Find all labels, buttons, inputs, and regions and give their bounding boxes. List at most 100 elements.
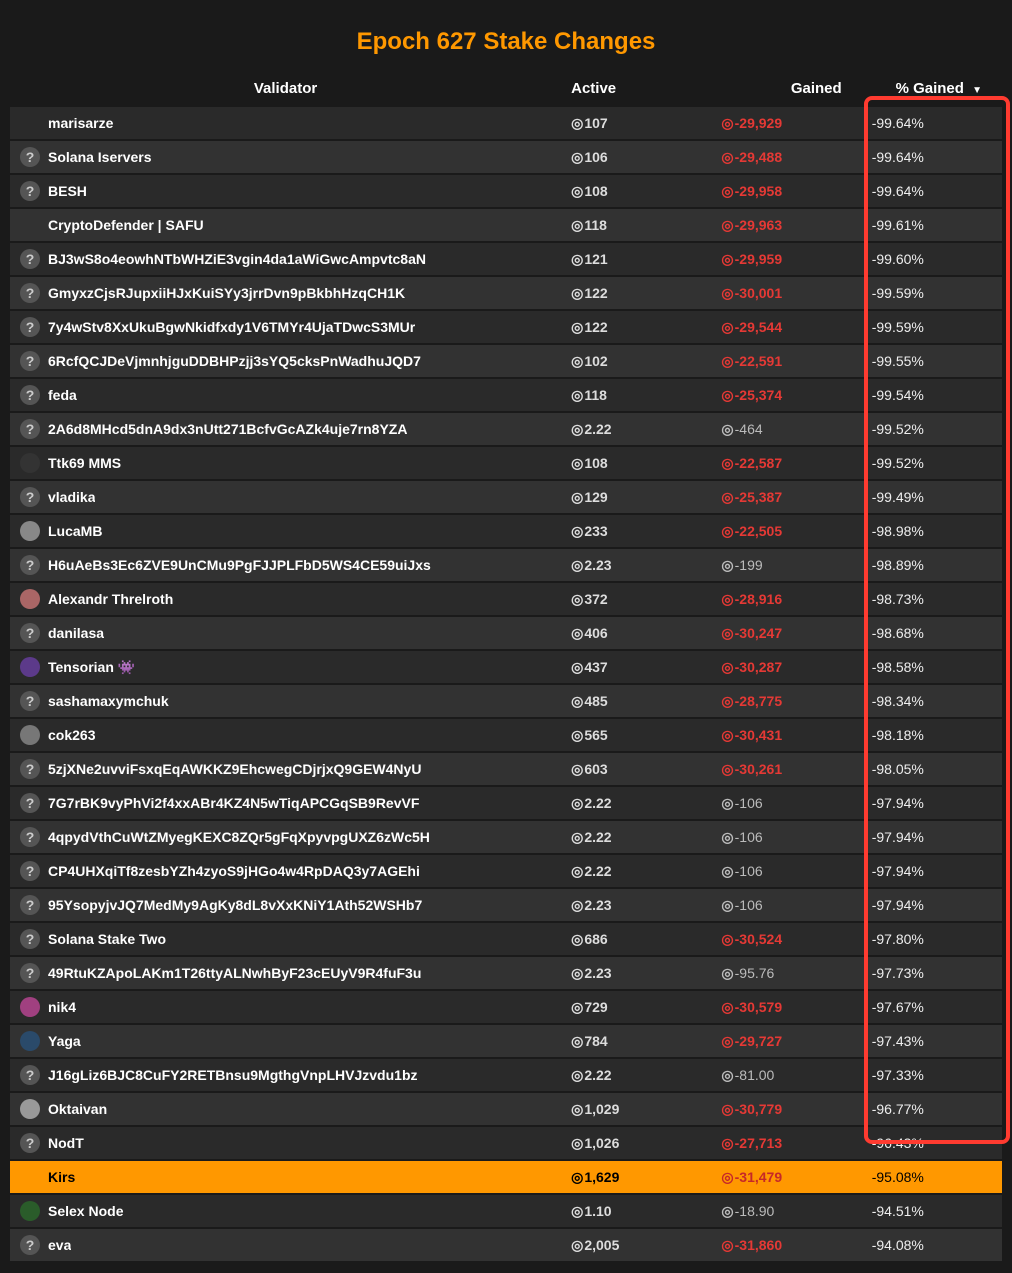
col-header-gained[interactable]: Gained [711,72,861,105]
validator-name[interactable]: 7G7rBK9vyPhVi2f4xxABr4KZ4N5wTiqAPCGqSB9R… [48,795,419,811]
pct-gained: -99.64% [872,115,924,131]
table-row[interactable]: Alexandr Threlroth◎372◎-28,916-98.73% [10,583,1002,615]
pct-gained: -98.34% [872,693,924,709]
table-row[interactable]: ?H6uAeBs3Ec6ZVE9UnCMu9PgFJJPLFbD5WS4CE59… [10,549,1002,581]
gained-stake: ◎-30,001 [721,285,782,301]
validator-name[interactable]: Yaga [48,1033,81,1049]
table-row[interactable]: cok263◎565◎-30,431-98.18% [10,719,1002,751]
validator-name[interactable]: GmyxzCjsRJupxiiHJxKuiSYy3jrrDvn9pBkbhHzq… [48,285,405,301]
table-row[interactable]: ?49RtuKZApoLAKm1T26ttyALNwhByF23cEUyV9R4… [10,957,1002,989]
validator-name[interactable]: vladika [48,489,95,505]
table-row[interactable]: nik4◎729◎-30,579-97.67% [10,991,1002,1023]
table-row[interactable]: ?BJ3wS8o4eowhNTbWHZiE3vgin4da1aWiGwcAmpv… [10,243,1002,275]
active-stake: ◎2.22 [571,421,611,437]
pct-gained: -99.59% [872,285,924,301]
validator-name[interactable]: H6uAeBs3Ec6ZVE9UnCMu9PgFJJPLFbD5WS4CE59u… [48,557,431,573]
validator-name[interactable]: cok263 [48,727,95,743]
gained-stake: ◎-25,374 [721,387,782,403]
col-header-pct-label: % Gained [896,80,964,97]
validator-name[interactable]: J16gLiz6BJC8CuFY2RETBnsu9MgthgVnpLHVJzvd… [48,1067,418,1083]
validator-name[interactable]: CP4UHXqiTf8zesbYZh4zyoS9jHGo4w4RpDAQ3y7A… [48,863,420,879]
table-row[interactable]: CryptoDefender | SAFU◎118◎-29,963-99.61% [10,209,1002,241]
gained-stake: ◎-28,916 [721,591,782,607]
table-row[interactable]: Oktaivan◎1,029◎-30,779-96.77% [10,1093,1002,1125]
table-row[interactable]: ?CP4UHXqiTf8zesbYZh4zyoS9jHGo4w4RpDAQ3y7… [10,855,1002,887]
validator-name[interactable]: 2A6d8MHcd5dnA9dx3nUtt271BcfvGcAZk4uje7rn… [48,421,407,437]
validator-name[interactable]: sashamaxymchuk [48,693,169,709]
validator-name[interactable]: Tensorian 👾 [48,659,135,676]
gained-stake: ◎-25,387 [721,489,782,505]
validator-name[interactable]: CryptoDefender | SAFU [48,217,204,233]
table-row[interactable]: ?Solana Stake Two◎686◎-30,524-97.80% [10,923,1002,955]
validator-name[interactable]: Oktaivan [48,1101,107,1117]
validator-name[interactable]: 4qpydVthCuWtZMyegKEXC8ZQr5gFqXpyvpgUXZ6z… [48,829,430,845]
pct-gained: -99.64% [872,149,924,165]
table-row[interactable]: ?6RcfQCJDeVjmnhjguDDBHPzjj3sYQ5cksPnWadh… [10,345,1002,377]
table-row[interactable]: ?BESH◎108◎-29,958-99.64% [10,175,1002,207]
validator-name[interactable]: 95YsopyjvJQ7MedMy9AgKy8dL8vXxKNiY1Ath52W… [48,897,422,913]
validator-name[interactable]: Alexandr Threlroth [48,591,173,607]
pct-gained: -95.08% [872,1169,924,1185]
pct-gained: -97.94% [872,863,924,879]
table-row[interactable]: ?7G7rBK9vyPhVi2f4xxABr4KZ4N5wTiqAPCGqSB9… [10,787,1002,819]
table-row[interactable]: ?sashamaxymchuk◎485◎-28,775-98.34% [10,685,1002,717]
active-stake: ◎784 [571,1033,608,1049]
validator-name[interactable]: BESH [48,183,87,199]
pct-gained: -99.55% [872,353,924,369]
question-icon: ? [20,623,40,643]
table-row[interactable]: ?feda◎118◎-25,374-99.54% [10,379,1002,411]
validator-name[interactable]: LucaMB [48,523,102,539]
table-row[interactable]: ?5zjXNe2uvviFsxqEqAWKKZ9EhcwegCDjrjxQ9GE… [10,753,1002,785]
table-row[interactable]: ?vladika◎129◎-25,387-99.49% [10,481,1002,513]
table-row[interactable]: marisarze◎107◎-29,929-99.64% [10,107,1002,139]
validator-name[interactable]: Solana Iservers [48,149,152,165]
validator-name[interactable]: danilasa [48,625,104,641]
table-row[interactable]: ?7y4wStv8XxUkuBgwNkidfxdy1V6TMYr4UjaTDwc… [10,311,1002,343]
table-row[interactable]: ?eva◎2,005◎-31,860-94.08% [10,1229,1002,1261]
table-row[interactable]: ?4qpydVthCuWtZMyegKEXC8ZQr5gFqXpyvpgUXZ6… [10,821,1002,853]
validator-name[interactable]: NodT [48,1135,84,1151]
validator-name[interactable]: Selex Node [48,1203,123,1219]
validator-name[interactable]: 6RcfQCJDeVjmnhjguDDBHPzjj3sYQ5cksPnWadhu… [48,353,421,369]
pct-gained: -97.94% [872,829,924,845]
validator-name[interactable]: marisarze [48,115,113,131]
active-stake: ◎437 [571,659,608,675]
pct-gained: -97.80% [872,931,924,947]
table-row[interactable]: Yaga◎784◎-29,727-97.43% [10,1025,1002,1057]
table-row[interactable]: LucaMB◎233◎-22,505-98.98% [10,515,1002,547]
gained-stake: ◎-106 [721,829,762,845]
validator-name[interactable]: 49RtuKZApoLAKm1T26ttyALNwhByF23cEUyV9R4f… [48,965,421,981]
gained-stake: ◎-29,929 [721,115,782,131]
table-row[interactable]: Ttk69 MMS◎108◎-22,587-99.52% [10,447,1002,479]
col-header-active[interactable]: Active [561,72,711,105]
pct-gained: -98.68% [872,625,924,641]
validator-name[interactable]: 5zjXNe2uvviFsxqEqAWKKZ9EhcwegCDjrjxQ9GEW… [48,761,421,777]
pct-gained: -99.64% [872,183,924,199]
question-icon: ? [20,895,40,915]
active-stake: ◎2.23 [571,965,611,981]
table-row[interactable]: Kirs◎1,629◎-31,479-95.08% [10,1161,1002,1193]
table-row[interactable]: ?2A6d8MHcd5dnA9dx3nUtt271BcfvGcAZk4uje7r… [10,413,1002,445]
avatar-icon [20,1167,40,1187]
validator-name[interactable]: 7y4wStv8XxUkuBgwNkidfxdy1V6TMYr4UjaTDwcS… [48,319,415,335]
table-row[interactable]: ?danilasa◎406◎-30,247-98.68% [10,617,1002,649]
table-row[interactable]: ?NodT◎1,026◎-27,713-96.43% [10,1127,1002,1159]
validator-name[interactable]: Solana Stake Two [48,931,166,947]
gained-stake: ◎-81.00 [721,1067,774,1083]
validator-name[interactable]: Kirs [48,1169,75,1185]
validator-name[interactable]: Ttk69 MMS [48,455,121,471]
validator-name[interactable]: nik4 [48,999,76,1015]
validator-name[interactable]: eva [48,1237,71,1253]
col-header-validator[interactable]: Validator [10,72,561,105]
table-row[interactable]: ?GmyxzCjsRJupxiiHJxKuiSYy3jrrDvn9pBkbhHz… [10,277,1002,309]
table-row[interactable]: Selex Node◎1.10◎-18.90-94.51% [10,1195,1002,1227]
pct-gained: -98.05% [872,761,924,777]
validator-name[interactable]: feda [48,387,77,403]
table-row[interactable]: ?Solana Iservers◎106◎-29,488-99.64% [10,141,1002,173]
pct-gained: -99.52% [872,455,924,471]
table-row[interactable]: Tensorian 👾◎437◎-30,287-98.58% [10,651,1002,683]
table-row[interactable]: ?J16gLiz6BJC8CuFY2RETBnsu9MgthgVnpLHVJzv… [10,1059,1002,1091]
col-header-pct-gained[interactable]: % Gained ▼ [862,72,1002,105]
validator-name[interactable]: BJ3wS8o4eowhNTbWHZiE3vgin4da1aWiGwcAmpvt… [48,251,426,267]
table-row[interactable]: ? 95YsopyjvJQ7MedMy9AgKy8dL8vXxKNiY1Ath52… [10,889,1002,921]
